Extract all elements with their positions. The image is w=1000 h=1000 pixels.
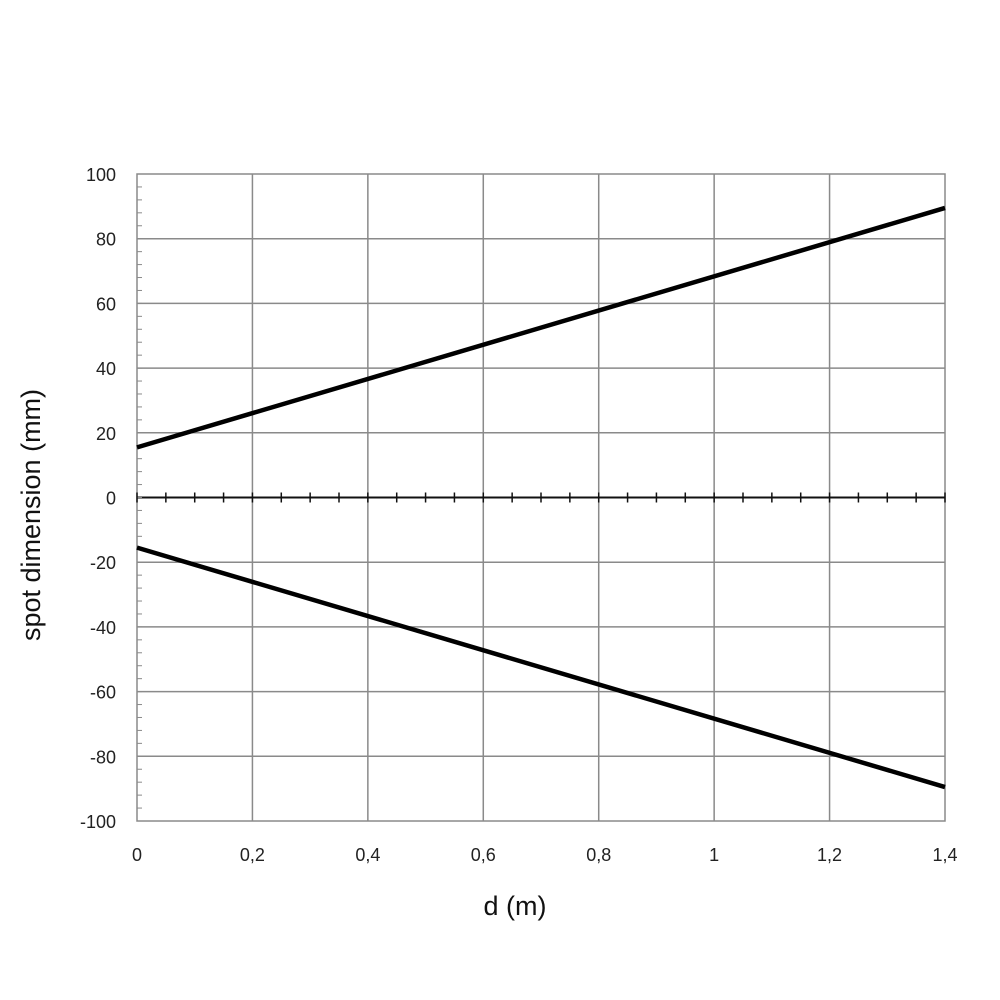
- x-tick-label: 0,8: [586, 845, 611, 865]
- y-tick-labels: 100 80 60 40 20 0 -20 -40 -60 -80 -100: [80, 165, 116, 832]
- series-lines: [136, 205, 946, 790]
- y-tick-label: 80: [96, 230, 116, 250]
- y-tick-label: 0: [106, 489, 116, 509]
- x-tick-label: 0,4: [355, 845, 380, 865]
- x-tick-label: 0,2: [240, 845, 265, 865]
- y-tick-label: -80: [90, 747, 116, 767]
- minor-ticks: [136, 173, 946, 822]
- x-axis-title: d (m): [484, 891, 547, 921]
- x-tick-label: 0,6: [471, 845, 496, 865]
- y-tick-label: 100: [86, 165, 116, 185]
- y-tick-label: -20: [90, 553, 116, 573]
- x-tick-label: 0: [132, 845, 142, 865]
- y-tick-label: -100: [80, 812, 116, 832]
- y-tick-label: -40: [90, 618, 116, 638]
- y-tick-label: -60: [90, 683, 116, 703]
- series-line-upper: [136, 205, 946, 450]
- y-axis-title: spot dimension (mm): [16, 389, 46, 641]
- x-tick-label: 1: [709, 845, 719, 865]
- x-tick-label: 1,4: [932, 845, 957, 865]
- y-tick-label: 60: [96, 294, 116, 314]
- x-tick-labels: 0 0,2 0,4 0,6 0,8 1 1,2 1,4: [132, 845, 958, 865]
- y-tick-label: 20: [96, 424, 116, 444]
- x-tick-label: 1,2: [817, 845, 842, 865]
- series-line-lower: [136, 545, 946, 790]
- y-tick-label: 40: [96, 359, 116, 379]
